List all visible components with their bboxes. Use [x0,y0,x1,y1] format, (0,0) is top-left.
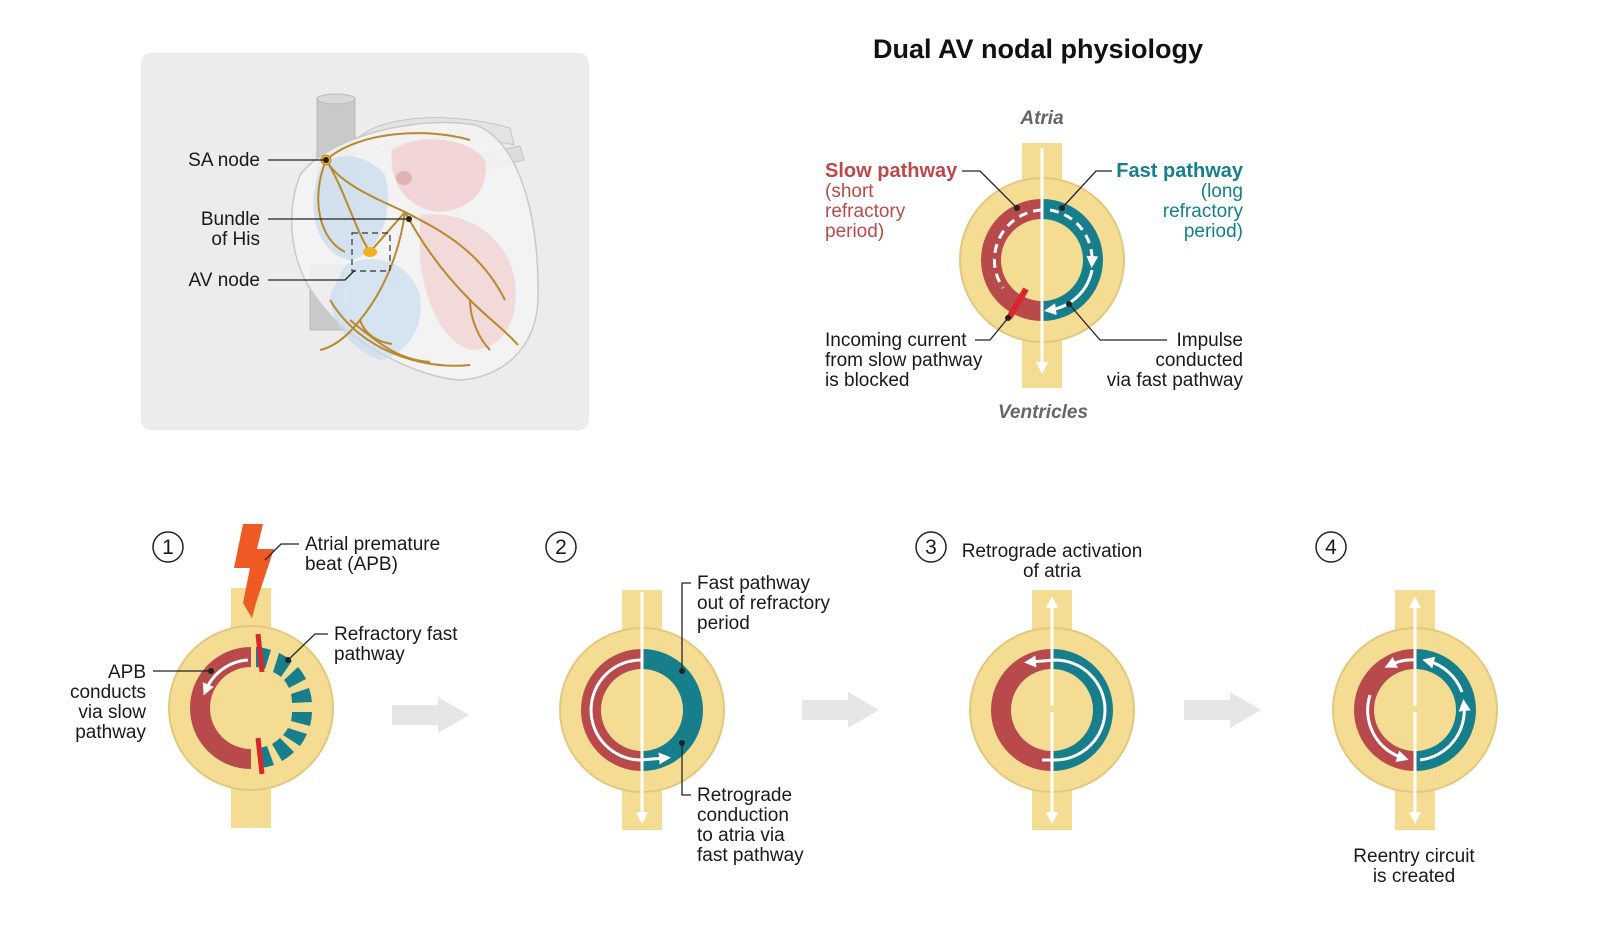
ventricles-label: Ventricles [998,402,1088,423]
sa-node-label: SA node [188,150,260,171]
step-4-slow-ring [1354,649,1415,771]
fast-pathway-sub-3: period) [1184,221,1243,242]
conducted-label-3: via fast pathway [1107,370,1244,391]
step-3-fast-ring [1052,649,1113,771]
fast-pathway-sub-2: refractory [1163,201,1244,222]
step-2-bottom-label-1: Retrograde [697,785,792,806]
step-2-slow-ring [581,649,642,771]
step-3: 3 Retrograde activation of atria [915,531,1143,830]
step-3-top-label-1: Retrograde activation [962,541,1143,562]
step-1-block-bar-bottom [255,737,265,775]
heart-illustration [291,93,539,381]
step-1-block-bar-top [255,633,265,673]
conduction-system [317,132,519,367]
step-3-slow-ring [991,649,1052,771]
page-title: Dual AV nodal physiology [873,34,1203,64]
step-4: 4 Reentry circuit is created [1315,531,1498,887]
step-1-refractory-fast-segments [256,647,312,768]
left-ventricle [420,214,516,350]
bundle-his-label-line2: of His [211,229,260,250]
step-2-top-label-3: period [697,613,750,634]
step-2-top-label-1: Fast pathway [697,573,810,594]
main-diagram: Dual AV nodal physiology Atria Ventricle… [825,34,1244,423]
blocked-label-2: from slow pathway [825,350,983,371]
step-1-refractory-label-2: pathway [334,644,405,665]
step-1-number-circle [152,531,184,563]
step-2-number-circle [545,531,577,563]
step-2-bottom-label-4: fast pathway [697,845,804,866]
pulmonary-vein-ostium [396,171,412,185]
step-4-bottom-label-1: Reentry circuit [1353,846,1475,867]
step-1-apb-bolt-icon [234,524,274,618]
step-3-number-circle [915,531,947,563]
step-2-fast-ring [642,649,703,771]
step-1-slow-label-4: pathway [75,722,146,743]
main-fast-pathway-ring [1042,199,1103,321]
step-4-number: 4 [1325,536,1337,559]
main-block-bar [1006,287,1029,320]
step-4-bottom-label-2: is created [1373,866,1455,887]
fast-pathway-title: Fast pathway [1116,160,1244,182]
step-3-number: 3 [925,536,937,559]
step-1-refractory-label-1: Refractory fast [334,624,458,645]
blocked-label-3: is blocked [825,370,910,391]
step-2-top-label-2: out of refractory [697,593,831,614]
step-4-fast-ring [1415,649,1476,771]
step-1-number: 1 [162,536,174,559]
blocked-label-1: Incoming current [825,330,967,351]
step-1-apb-label-1: Atrial premature [305,534,440,555]
right-ventricle [330,259,421,360]
step-2: 2 Fast pathway out of refractory period … [545,531,831,866]
slow-pathway-sub-3: period) [825,221,884,242]
step-1-slow-label-3: via slow [78,702,146,723]
step-1-apb-label-2: beat (APB) [305,554,398,575]
step-arrow-2 [802,692,879,728]
step-4-number-circle [1315,531,1347,563]
step-arrow-1 [392,697,469,733]
atria-label: Atria [1019,108,1064,129]
slow-pathway-title: Slow pathway [825,160,958,182]
step-1-slow-label-2: conducts [70,682,146,703]
slow-pathway-sub-1: (short [825,181,874,202]
bundle-his-label-line1: Bundle [201,209,260,230]
right-atrium [313,156,389,260]
av-node-marker [363,247,377,257]
main-slow-pathway-ring [981,199,1042,321]
step-2-number: 2 [555,536,567,559]
fast-pathway-sub-1: (long [1201,181,1243,202]
step-arrow-3 [1184,692,1261,728]
left-atrium [391,139,486,212]
conducted-label-1: Impulse [1176,330,1243,351]
step-2-bottom-label-2: conduction [697,805,789,826]
av-node-label: AV node [189,270,260,291]
main-node [959,143,1125,388]
slow-pathway-sub-2: refractory [825,201,906,222]
heart-panel: SA node Bundle of His AV node [141,53,589,430]
step-1-slow-label-1: APB [108,662,146,683]
step-1: 1 Atrial premature beat (APB) Refractory… [70,524,458,828]
step-2-bottom-label-3: to atria via [697,825,785,846]
av-node-highlight-box [351,232,391,272]
step-3-top-label-2: of atria [1023,561,1082,582]
conducted-label-2: conducted [1155,350,1243,371]
step-1-slow-ring [190,647,251,769]
